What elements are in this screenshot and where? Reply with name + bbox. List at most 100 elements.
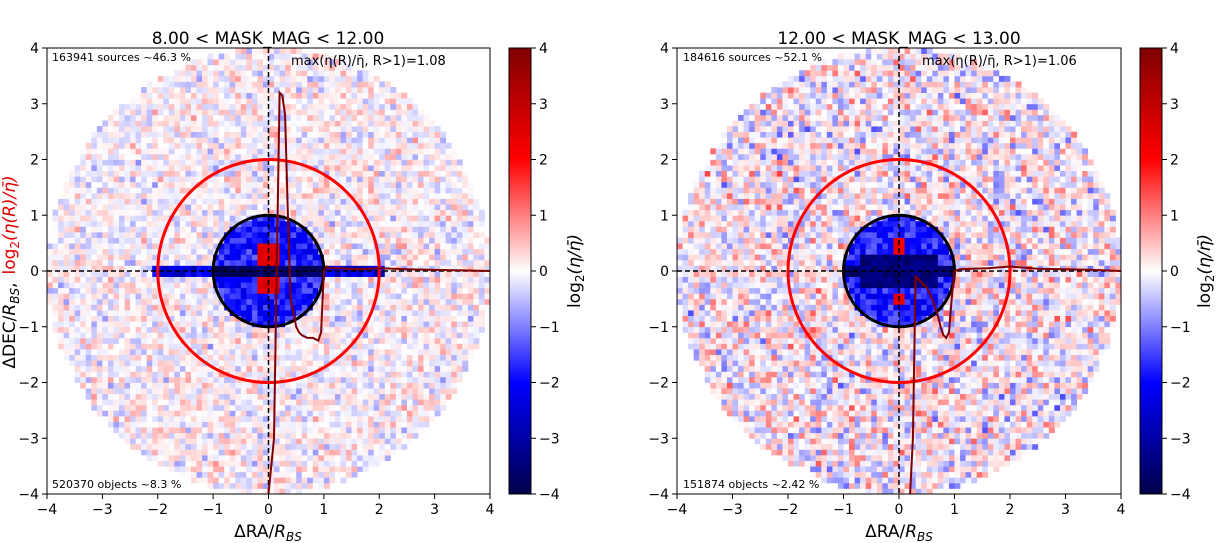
heatmap-cell — [340, 159, 347, 166]
heatmap-cell — [351, 393, 358, 400]
heatmap-cell — [401, 243, 408, 250]
heatmap-cell — [262, 192, 269, 199]
heatmap-cell — [174, 87, 181, 94]
heatmap-cell — [185, 98, 192, 105]
heatmap-cell — [218, 276, 225, 283]
heatmap-cell — [218, 410, 225, 417]
heatmap-cell — [318, 103, 325, 110]
heatmap-cell — [146, 198, 153, 205]
heatmap-cell — [340, 454, 347, 461]
heatmap-cell — [218, 126, 225, 133]
heatmap-cell — [118, 365, 125, 372]
heatmap-cell — [85, 282, 92, 289]
heatmap-cell — [279, 287, 286, 294]
heatmap-cell — [279, 137, 286, 144]
heatmap-cell — [102, 209, 109, 216]
heatmap-cell — [246, 98, 253, 105]
heatmap-cell — [102, 126, 109, 133]
heatmap-cell — [196, 343, 203, 350]
heatmap-cell — [301, 449, 308, 456]
heatmap-cell — [229, 231, 236, 238]
heatmap-cell — [318, 142, 325, 149]
heatmap-cell — [362, 310, 369, 317]
heatmap-cell — [240, 282, 247, 289]
heatmap-cell — [368, 131, 375, 138]
heatmap-cell — [113, 349, 120, 356]
heatmap-cell — [218, 231, 225, 238]
heatmap-cell — [240, 187, 247, 194]
heatmap-cell — [318, 360, 325, 367]
heatmap-cell — [301, 276, 308, 283]
heatmap-cell — [462, 231, 469, 238]
heatmap-cell — [373, 137, 380, 144]
heatmap-cell — [279, 393, 286, 400]
heatmap-cell — [274, 81, 280, 88]
heatmap-cell — [80, 287, 87, 294]
heatmap-cell — [340, 109, 347, 116]
heatmap-cell — [174, 432, 181, 439]
heatmap-cell — [301, 438, 308, 445]
heatmap-cell — [357, 220, 364, 227]
heatmap-cell — [168, 176, 175, 183]
heatmap-cell — [157, 337, 164, 344]
heatmap-cell — [130, 142, 136, 149]
heatmap-cell — [334, 477, 341, 484]
heatmap-cell — [340, 148, 347, 155]
heatmap-cell — [373, 254, 380, 261]
heatmap-cell — [307, 176, 314, 183]
heatmap-cell — [418, 271, 424, 277]
heatmap-cell — [257, 376, 264, 383]
heatmap-cell — [296, 427, 303, 434]
heatmap-cell — [467, 282, 474, 289]
heatmap-cell — [262, 70, 269, 77]
heatmap-cell — [323, 248, 330, 255]
heatmap-cell — [351, 109, 358, 116]
heatmap-cell — [58, 321, 65, 328]
heatmap-cell — [473, 231, 480, 238]
heatmap-cell — [80, 159, 87, 166]
heatmap-cell — [146, 159, 153, 166]
heatmap-cell — [257, 204, 264, 211]
heatmap-cell — [329, 393, 336, 400]
heatmap-cell — [157, 404, 164, 411]
heatmap-cell — [290, 393, 297, 400]
heatmap-cell — [351, 226, 358, 233]
heatmap-cell — [312, 482, 319, 489]
heatmap-cell — [240, 70, 247, 77]
heatmap-cell — [373, 176, 380, 183]
heatmap-cell — [451, 376, 458, 383]
heatmap-cell — [429, 204, 436, 211]
heatmap-cell — [323, 382, 330, 389]
heatmap-cell — [418, 427, 424, 434]
heatmap-cell — [229, 70, 236, 77]
heatmap-cell — [107, 376, 114, 383]
heatmap-cell — [418, 410, 424, 417]
heatmap-cell — [412, 382, 419, 389]
heatmap-cell — [384, 120, 391, 127]
heatmap-cell — [307, 432, 314, 439]
heatmap-cell — [135, 209, 142, 216]
heatmap-cell — [213, 376, 220, 383]
heatmap-cell — [202, 243, 208, 250]
heatmap-cell — [440, 293, 447, 300]
heatmap-cell — [246, 59, 253, 66]
heatmap-cell — [213, 360, 220, 367]
heatmap-cell — [268, 365, 275, 372]
heatmap-cell — [423, 170, 430, 177]
heatmap-cell — [262, 53, 269, 60]
heatmap-cell — [451, 192, 458, 199]
heatmap-cell — [102, 304, 109, 311]
heatmap-cell — [406, 404, 413, 411]
heatmap-cell — [373, 237, 380, 244]
heatmap-cell — [290, 59, 297, 66]
heatmap-cell — [102, 371, 109, 378]
heatmap-cell — [285, 315, 292, 322]
heatmap-cell — [412, 332, 419, 339]
heatmap-cell — [135, 427, 142, 434]
heatmap-cell — [179, 466, 186, 473]
heatmap-cell — [146, 432, 153, 439]
heatmap-cell — [196, 159, 203, 166]
heatmap-cell — [285, 48, 292, 54]
heatmap-cell — [118, 282, 125, 289]
heatmap-cell — [373, 131, 380, 138]
